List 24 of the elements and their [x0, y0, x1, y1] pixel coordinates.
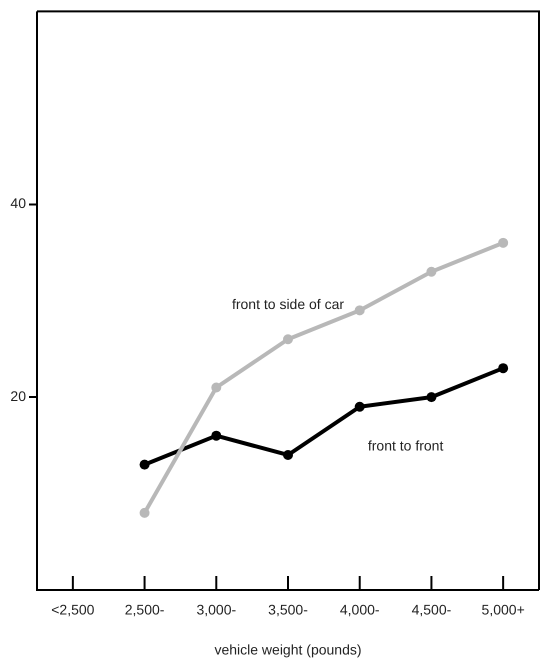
x-tick-label: <2,500 [51, 601, 95, 618]
x-tick-label: 4,500- [412, 601, 452, 618]
point [283, 450, 293, 460]
series-label: front to front [368, 437, 444, 454]
point [140, 508, 150, 518]
y-tick-label: 40 [10, 195, 26, 212]
x-tick-label: 3,500- [268, 601, 308, 618]
y-tick-label: 20 [10, 388, 26, 404]
x-tick-label: 2,500- [124, 601, 165, 618]
series-label: front to side of car [232, 296, 344, 312]
x-tick-label: 3,000- [196, 601, 236, 618]
point [354, 402, 365, 412]
point [211, 382, 222, 392]
x-axis-title: vehicle weight (pounds) [214, 641, 362, 658]
point [426, 392, 436, 402]
point [354, 305, 365, 316]
point [498, 363, 508, 374]
point [283, 334, 293, 344]
point [211, 430, 222, 441]
point [140, 460, 150, 470]
point [498, 238, 508, 248]
x-tick-label: 5,000+ [482, 601, 525, 618]
point [426, 266, 436, 277]
x-tick-label: 4,000- [340, 601, 380, 618]
